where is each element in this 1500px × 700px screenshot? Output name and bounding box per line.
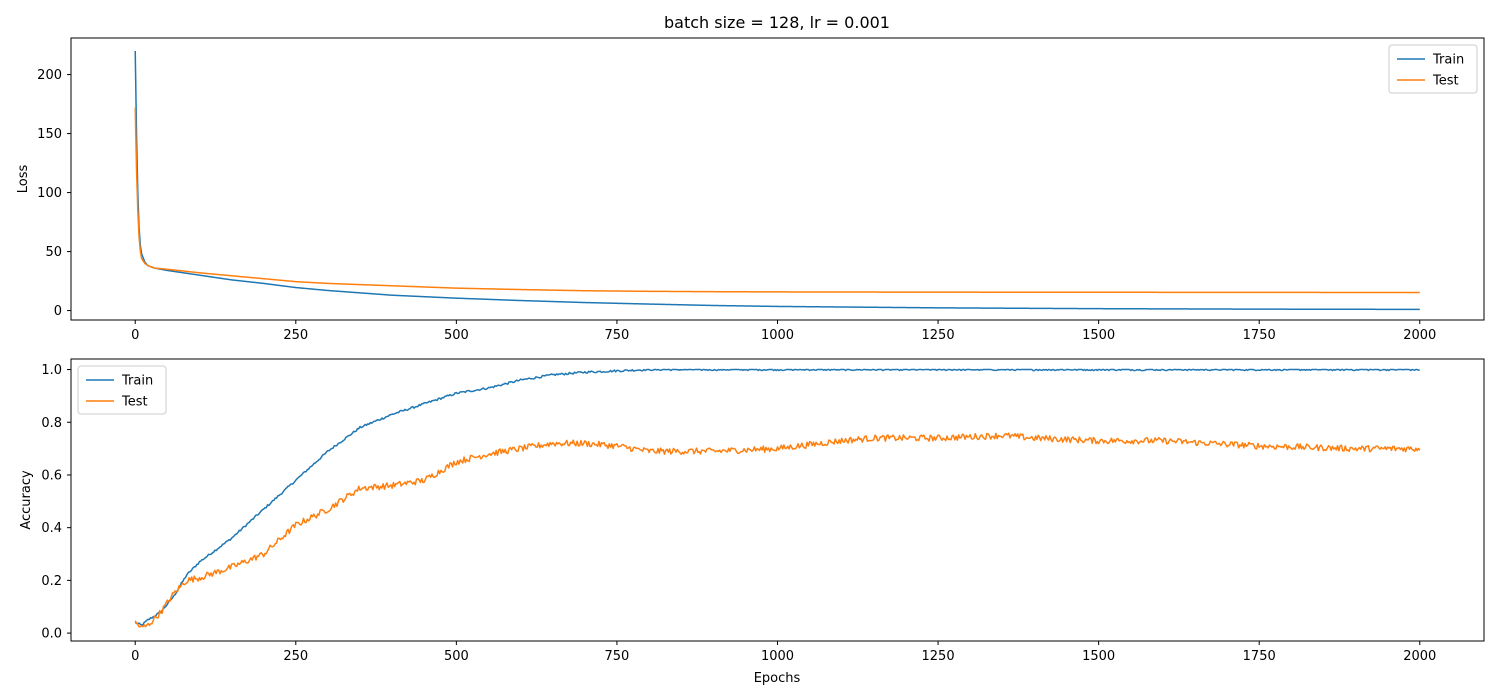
accuracy-y-tick-label: 1.0 bbox=[41, 363, 62, 378]
loss-chart: 0 250 500 750 1000 1250 1500 1750 2000 0 50 100 150 2… bbox=[16, 37, 1485, 343]
loss-y-tick-label: 200 bbox=[37, 68, 62, 83]
accuracy-legend-label-test: Test bbox=[121, 395, 148, 410]
accuracy-y-tick-label: 0.0 bbox=[41, 627, 62, 642]
x-axis-label: Epochs bbox=[754, 671, 801, 686]
loss-plot-frame bbox=[70, 37, 1485, 321]
accuracy-legend: Train Test bbox=[77, 365, 167, 415]
loss-legend-label-test: Test bbox=[1432, 74, 1459, 89]
accuracy-x-tick-label: 750 bbox=[605, 649, 630, 664]
chart-title: batch size = 128, lr = 0.001 bbox=[664, 13, 890, 32]
loss-y-tick-label: 150 bbox=[37, 127, 62, 142]
loss-x-tick-label: 500 bbox=[444, 328, 469, 343]
accuracy-x-tick-label: 0 bbox=[131, 649, 139, 664]
loss-series-line-train bbox=[134, 50, 1420, 311]
accuracy-x-tick-label: 1250 bbox=[922, 649, 955, 664]
loss-x-tick-label: 250 bbox=[283, 328, 308, 343]
loss-series-lines bbox=[134, 50, 1420, 311]
accuracy-x-tick-label: 2000 bbox=[1403, 649, 1436, 664]
loss-series-line-test bbox=[134, 107, 1420, 294]
loss-x-tick-label: 1750 bbox=[1243, 328, 1276, 343]
accuracy-y-tick-label: 0.4 bbox=[41, 521, 62, 536]
loss-y-tick-label: 50 bbox=[45, 245, 62, 260]
accuracy-y-tick-label: 0.2 bbox=[41, 574, 62, 589]
loss-x-tick-label: 750 bbox=[605, 328, 630, 343]
accuracy-x-tick-label: 500 bbox=[444, 649, 469, 664]
loss-legend-box bbox=[1388, 44, 1478, 94]
loss-y-tick-label: 100 bbox=[37, 186, 62, 201]
loss-y-axis-label: Loss bbox=[16, 165, 31, 194]
accuracy-x-tick-label: 1000 bbox=[761, 649, 794, 664]
loss-legend: Train Test bbox=[1388, 44, 1478, 94]
accuracy-chart: 0 250 500 750 1000 1250 1500 1750 2000 0.0 0.2 0.4 0… bbox=[19, 358, 1485, 686]
accuracy-y-axis-label: Accuracy bbox=[19, 470, 34, 530]
loss-x-tick-label: 2000 bbox=[1403, 328, 1436, 343]
accuracy-series-line-train bbox=[134, 368, 1420, 626]
accuracy-x-tick-label: 1750 bbox=[1243, 649, 1276, 664]
accuracy-y-tick-label: 0.6 bbox=[41, 468, 62, 483]
loss-x-tick-label: 1500 bbox=[1082, 328, 1115, 343]
accuracy-plot-frame bbox=[70, 358, 1485, 642]
accuracy-legend-box bbox=[77, 365, 167, 415]
loss-y-tick-label: 0 bbox=[54, 304, 62, 319]
loss-axis-ticks: 0 250 500 750 1000 1250 1500 1750 2000 0 50 100 150 2… bbox=[37, 68, 1436, 343]
loss-x-tick-label: 1250 bbox=[922, 328, 955, 343]
accuracy-series-lines bbox=[134, 368, 1421, 628]
accuracy-axis-ticks: 0 250 500 750 1000 1250 1500 1750 2000 0.0 0.2 0.4 0… bbox=[41, 363, 1436, 664]
accuracy-y-tick-label: 0.8 bbox=[41, 416, 62, 431]
loss-x-tick-label: 1000 bbox=[761, 328, 794, 343]
loss-x-tick-label: 0 bbox=[131, 328, 139, 343]
accuracy-x-tick-label: 250 bbox=[283, 649, 308, 664]
accuracy-legend-label-train: Train bbox=[121, 374, 153, 389]
loss-legend-label-train: Train bbox=[1432, 53, 1464, 68]
accuracy-series-line-test bbox=[134, 432, 1421, 628]
accuracy-x-tick-label: 1500 bbox=[1082, 649, 1115, 664]
